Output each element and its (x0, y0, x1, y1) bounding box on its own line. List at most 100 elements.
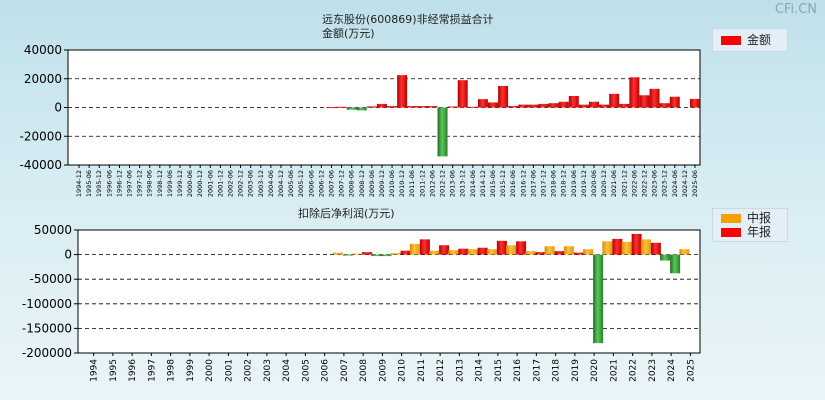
chart1-bar (558, 101, 569, 108)
chart1-x-tick-label: 2006-12 (317, 170, 325, 197)
chart1-y-tick-label: 20000 (24, 72, 62, 86)
chart2-bar-annual (458, 248, 469, 255)
chart2-x-tick-label: 2018 (552, 359, 562, 382)
chart2-bar-annual (612, 238, 623, 255)
chart1-x-tick-label: 2000-12 (196, 170, 204, 197)
chart2-bar-interim (467, 249, 478, 255)
chart2-bar-annual (573, 252, 584, 255)
chart1-x-tick-label: 2007-12 (338, 170, 346, 197)
chart1-bar (447, 106, 458, 108)
chart2-bar-annual (516, 241, 527, 255)
chart2-bar-annual (439, 245, 450, 255)
chart1-x-tick-label: 1995-12 (95, 170, 103, 197)
chart1-x-tick-label: 2013-06 (449, 170, 457, 197)
chart1-x-tick-label: 2015-06 (489, 170, 497, 197)
chart1-bar (599, 104, 610, 108)
chart1-x-tick-label: 2025-06 (691, 170, 699, 197)
chart2-y-tick-label: -100000 (22, 297, 72, 311)
chart2-x-tick-label: 2019 (571, 359, 581, 382)
chart2-bar-interim (563, 246, 574, 255)
chart2-x-tick-label: 2025 (686, 359, 696, 382)
chart2-x-tick-label: 1997 (147, 359, 157, 382)
chart1-bar (528, 104, 539, 108)
chart1-x-tick-label: 2009-06 (368, 170, 376, 197)
chart2-x-tick-label: 1999 (186, 359, 196, 382)
chart2-x-tick-label: 2024 (667, 359, 677, 382)
chart2-bar-interim (660, 254, 671, 261)
chart2-bar-interim (621, 241, 632, 255)
chart1-x-tick-label: 1997-12 (136, 170, 144, 197)
chart1-x-tick-label: 1996-12 (115, 170, 123, 197)
chart1-x-tick-label: 2015-12 (499, 170, 507, 197)
chart1-x-tick-label: 1998-12 (156, 170, 164, 197)
chart1-x-tick-label: 2004-12 (277, 170, 285, 197)
chart1-bar (508, 106, 519, 108)
chart1-bar (488, 102, 499, 108)
chart1-x-tick-label: 2008-06 (348, 170, 356, 197)
chart1-bar (326, 107, 337, 109)
chart1-x-tick-label: 2003-12 (257, 170, 265, 197)
chart1-bar (588, 101, 599, 108)
chart1-x-tick-label: 2022-06 (630, 170, 638, 197)
chart2-x-tick-label: 2003 (263, 359, 273, 382)
chart2-bar-annual (670, 254, 681, 274)
chart1-x-tick-label: 2002-06 (227, 170, 235, 197)
chart1-bar (639, 95, 650, 108)
chart1-x-tick-label: 2016-12 (519, 170, 527, 197)
chart1-x-tick-label: 2022-12 (640, 170, 648, 197)
chart2-bar-annual (554, 251, 565, 255)
chart1-x-tick-label: 2005-06 (287, 170, 295, 197)
chart2-x-tick-label: 2014 (475, 359, 485, 382)
legend-item-annual: 年报 (721, 225, 771, 239)
chart1-bar (538, 103, 549, 108)
chart1-bar (477, 99, 488, 108)
chart2-x-tick-label: 2008 (359, 359, 369, 382)
chart1-x-tick-label: 2018-12 (560, 170, 568, 197)
chart1-x-tick-label: 2012-12 (439, 170, 447, 197)
chart2-bar-annual (496, 240, 507, 255)
chart2-x-tick-label: 1995 (109, 359, 119, 382)
chart1-bar (619, 103, 630, 108)
chart2-y-tick-label: 50000 (34, 223, 72, 237)
chart2-bar-annual (400, 250, 411, 255)
chart2-x-tick-label: 2002 (244, 359, 254, 382)
chart1-x-tick-label: 1998-06 (146, 170, 154, 197)
chart1-bar (568, 96, 579, 108)
chart1-x-tick-label: 1996-06 (105, 170, 113, 197)
chart2-x-tick-label: 2010 (398, 359, 408, 382)
chart2-bar-interim (640, 239, 651, 255)
chart2-legend: 中报 年报 (712, 208, 788, 242)
chart2-bar-interim (583, 249, 594, 255)
chart1-bar (609, 93, 620, 108)
chart2-x-tick-label: 2015 (494, 359, 504, 382)
chart1-x-tick-label: 2023-12 (661, 170, 669, 197)
legend-swatch-red (721, 36, 741, 45)
chart2-bar-interim (448, 250, 459, 255)
chart1-x-tick-label: 1995-06 (85, 170, 93, 197)
chart1-legend: 金额 (712, 28, 788, 52)
legend-swatch-orange (721, 214, 741, 223)
chart1-x-tick-label: 2023-06 (651, 170, 659, 197)
chart2-x-tick-label: 2007 (340, 359, 350, 382)
legend-item-interim: 中报 (721, 211, 771, 225)
chart1-bar (366, 106, 377, 108)
chart1-bar (397, 75, 408, 108)
chart2-x-tick-label: 2016 (513, 359, 523, 382)
chart1-bar (387, 106, 398, 108)
chart1-bar (518, 104, 529, 108)
chart2-x-tick-label: 2009 (378, 359, 388, 382)
chart1-bar (407, 106, 418, 108)
chart1-x-tick-label: 2007-06 (327, 170, 335, 197)
chart1-x-tick-label: 2010-06 (388, 170, 396, 197)
chart1-x-tick-label: 2014-06 (469, 170, 477, 197)
chart-net-profit-after-deduction: 50000 0 -50000 -100000 -150000 -200000 1994 199… (22, 223, 701, 382)
chart2-bar-interim (525, 251, 536, 255)
legend-item-amount: 金额 (721, 33, 771, 47)
chart1-bar (346, 107, 357, 110)
chart2-y-tick-label: 0 (64, 248, 72, 262)
chart1-y-tick-label: -40000 (19, 158, 62, 172)
chart2-x-tick-label: 2012 (436, 359, 446, 382)
chart1-y-tick-label: 40000 (24, 43, 62, 57)
chart2-x-tick-label: 2013 (455, 359, 465, 382)
